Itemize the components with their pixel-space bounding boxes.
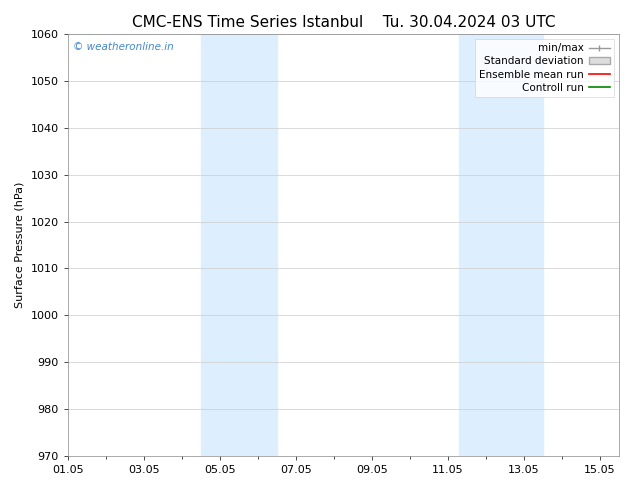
Text: © weatheronline.in: © weatheronline.in (73, 43, 174, 52)
Title: CMC-ENS Time Series Istanbul    Tu. 30.04.2024 03 UTC: CMC-ENS Time Series Istanbul Tu. 30.04.2… (132, 15, 555, 30)
Bar (459, 34, 543, 456)
Y-axis label: Surface Pressure (hPa): Surface Pressure (hPa) (15, 182, 25, 308)
Legend: min/max, Standard deviation, Ensemble mean run, Controll run: min/max, Standard deviation, Ensemble me… (475, 39, 614, 97)
Bar (201, 34, 277, 456)
